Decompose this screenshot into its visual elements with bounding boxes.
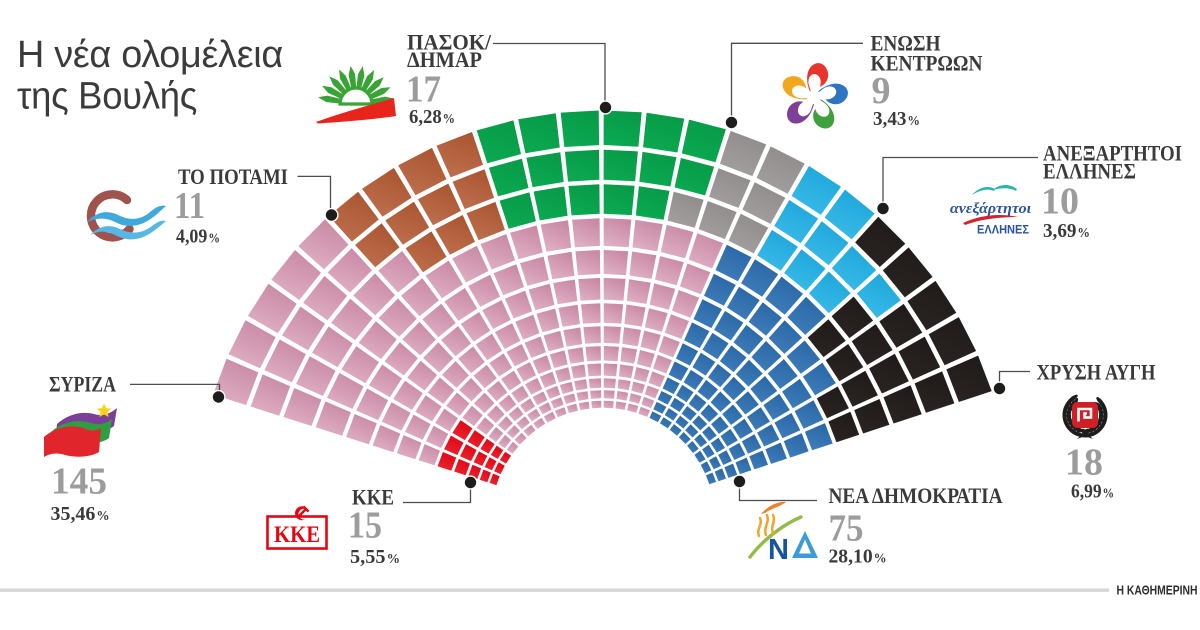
- svg-text:11: 11: [174, 185, 205, 227]
- svg-text:9: 9: [872, 70, 891, 112]
- svg-text:3,69%: 3,69%: [1043, 220, 1090, 242]
- svg-text:Η νέα ολομέλεια: Η νέα ολομέλεια: [17, 34, 283, 76]
- svg-text:ΚΚΕ: ΚΚΕ: [274, 522, 320, 548]
- svg-text:ΣΥΡΙΖΑ: ΣΥΡΙΖΑ: [49, 372, 116, 397]
- svg-text:ΠΑΣΟΚ/: ΠΑΣΟΚ/: [407, 30, 492, 55]
- svg-text:ΔΗΜΑΡ: ΔΗΜΑΡ: [407, 47, 482, 72]
- svg-text:Ν: Ν: [768, 534, 789, 566]
- svg-text:ΕΛΛΗΝΕΣ: ΕΛΛΗΝΕΣ: [1043, 159, 1136, 184]
- svg-text:17: 17: [406, 69, 441, 111]
- svg-text:Η ΚΑΘΗΜΕΡΙΝΗ: Η ΚΑΘΗΜΕΡΙΝΗ: [1117, 583, 1198, 598]
- svg-text:ανεξάρτητοι: ανεξάρτητοι: [950, 201, 1031, 217]
- svg-text:ΝΕΑ ΔΗΜΟΚΡΑΤΙΑ: ΝΕΑ ΔΗΜΟΚΡΑΤΙΑ: [829, 483, 1003, 508]
- svg-text:5,55%: 5,55%: [350, 546, 400, 568]
- svg-text:ΧΡΥΣΗ ΑΥΓΗ: ΧΡΥΣΗ ΑΥΓΗ: [1037, 360, 1156, 385]
- svg-text:18: 18: [1065, 442, 1103, 484]
- svg-text:6,28%: 6,28%: [409, 106, 455, 128]
- svg-text:3,43%: 3,43%: [873, 108, 920, 130]
- svg-text:15: 15: [348, 505, 382, 547]
- svg-text:ΑΝΕΞΑΡΤΗΤΟΙ: ΑΝΕΞΑΡΤΗΤΟΙ: [1043, 141, 1182, 166]
- svg-text:ΚΕΝΤΡΩΩΝ: ΚΕΝΤΡΩΩΝ: [871, 51, 983, 76]
- svg-text:10: 10: [1041, 181, 1079, 223]
- svg-text:6,99%: 6,99%: [1071, 481, 1114, 503]
- svg-text:ΚΚΕ: ΚΚΕ: [352, 485, 394, 510]
- svg-text:ΕΛΛΗΝΕΣ: ΕΛΛΗΝΕΣ: [977, 225, 1029, 237]
- svg-text:4,09%: 4,09%: [176, 226, 220, 248]
- svg-text:75: 75: [829, 508, 864, 550]
- svg-text:145: 145: [51, 461, 107, 503]
- svg-text:ΕΝΩΣΗ: ΕΝΩΣΗ: [871, 31, 941, 56]
- svg-text:ΤΟ ΠΟΤΑΜΙ: ΤΟ ΠΟΤΑΜΙ: [178, 164, 288, 189]
- svg-text:28,10%: 28,10%: [829, 546, 887, 568]
- svg-text:35,46%: 35,46%: [51, 503, 110, 525]
- svg-text:της Βουλής: της Βουλής: [17, 76, 197, 118]
